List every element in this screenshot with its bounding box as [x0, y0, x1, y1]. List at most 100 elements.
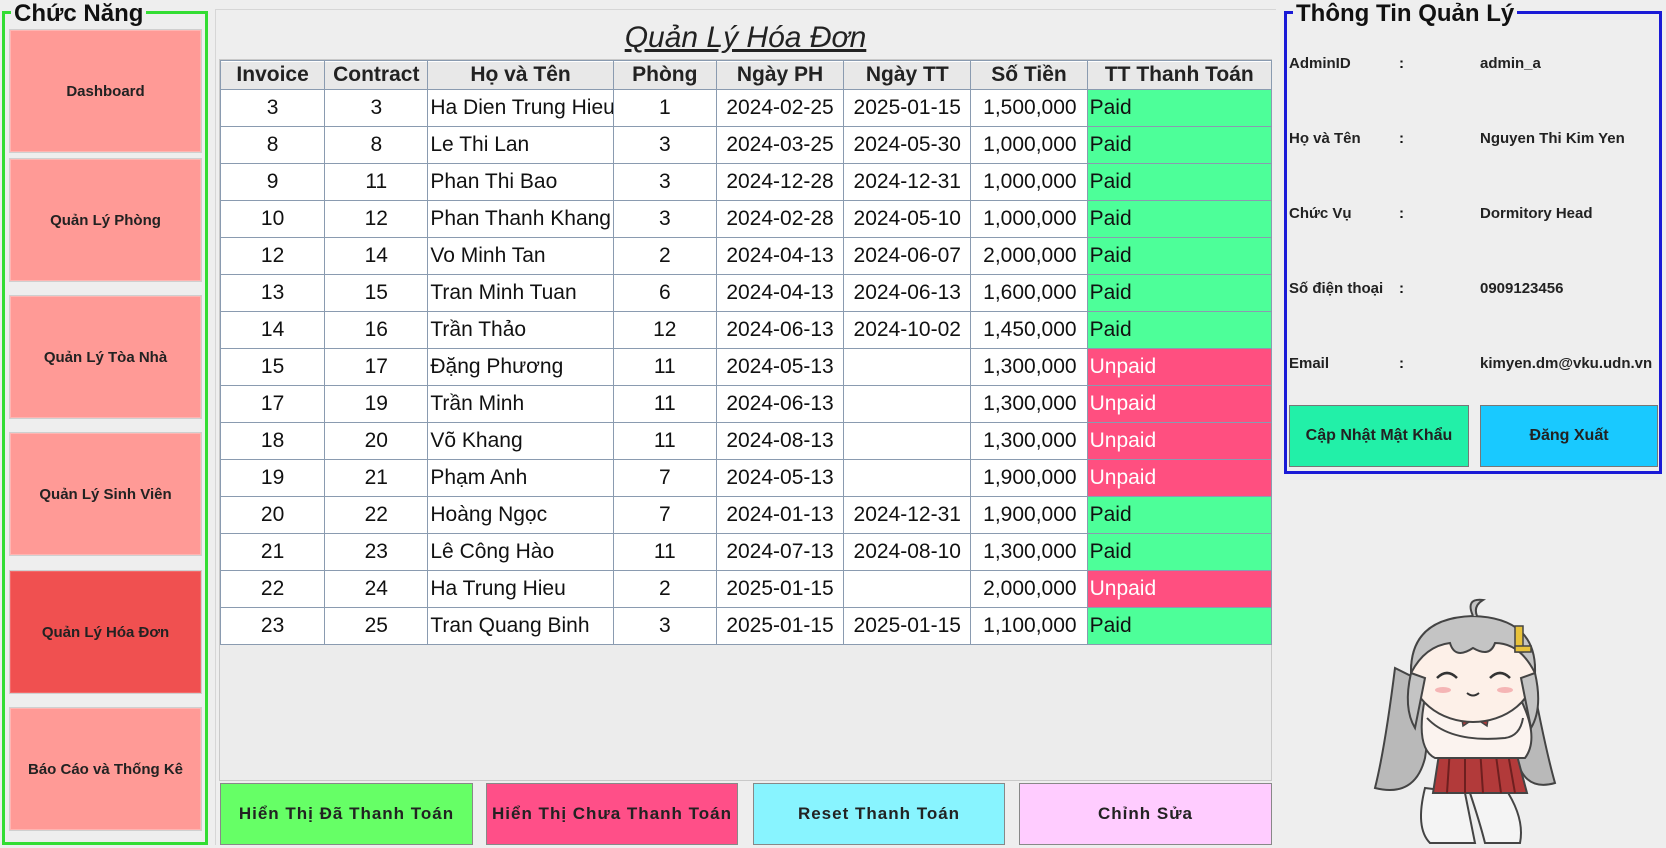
table-row[interactable]: 18 20 Võ Khang 11 2024-08-13 1,300,000 Unpaid: [219, 422, 1273, 460]
room-cell[interactable]: 1: [612, 89, 717, 127]
full-name-cell[interactable]: Phạm Anh: [427, 459, 614, 497]
table-row[interactable]: 13 15 Tran Minh Tuan 6 2024-04-13 2024-06-13 1…: [219, 274, 1273, 312]
payment-status-cell[interactable]: Paid: [1086, 237, 1273, 275]
amount-cell[interactable]: 1,300,000: [970, 533, 1088, 571]
column-header-amount[interactable]: Số Tiền: [970, 60, 1088, 90]
room-cell[interactable]: 11: [612, 348, 717, 386]
amount-cell[interactable]: 1,300,000: [970, 348, 1088, 386]
invoice-cell[interactable]: 3: [219, 89, 326, 127]
full-name-cell[interactable]: Võ Khang: [427, 422, 614, 460]
table-row[interactable]: 9 11 Phan Thi Bao 3 2024-12-28 2024-12-31 1,00…: [219, 163, 1273, 201]
payment-status-cell[interactable]: Unpaid: [1086, 348, 1273, 386]
table-row[interactable]: 23 25 Tran Quang Binh 3 2025-01-15 2025-01-15…: [219, 607, 1273, 645]
invoice-cell[interactable]: 22: [219, 570, 326, 608]
full-name-cell[interactable]: Lê Công Hào: [427, 533, 614, 571]
table-row[interactable]: 3 3 Ha Dien Trung Hieu 1 2024-02-25 2025-01-1…: [219, 89, 1273, 127]
payment-date-cell[interactable]: 2024-12-31: [843, 163, 972, 201]
payment-date-cell[interactable]: 2024-06-07: [843, 237, 972, 275]
room-cell[interactable]: 11: [612, 533, 717, 571]
payment-status-cell[interactable]: Paid: [1086, 274, 1273, 312]
issue-date-cell[interactable]: 2024-06-13: [715, 385, 845, 423]
show-unpaid-button[interactable]: Hiển Thị Chưa Thanh Toán: [486, 783, 738, 845]
payment-status-cell[interactable]: Paid: [1086, 89, 1273, 127]
contract-cell[interactable]: 19: [324, 385, 429, 423]
table-row[interactable]: 17 19 Trần Minh 11 2024-06-13 1,300,000 Unpaid: [219, 385, 1273, 423]
contract-cell[interactable]: 21: [324, 459, 429, 497]
issue-date-cell[interactable]: 2024-01-13: [715, 496, 845, 534]
nav-room-management-button[interactable]: Quản Lý Phòng: [9, 158, 202, 282]
invoice-cell[interactable]: 20: [219, 496, 326, 534]
invoice-cell[interactable]: 10: [219, 200, 326, 238]
payment-status-cell[interactable]: Unpaid: [1086, 385, 1273, 423]
payment-status-cell[interactable]: Paid: [1086, 607, 1273, 645]
reset-payment-button[interactable]: Reset Thanh Toán: [753, 783, 1005, 845]
nav-invoice-management-button[interactable]: Quản Lý Hóa Đơn: [9, 570, 202, 694]
room-cell[interactable]: 2: [612, 570, 717, 608]
contract-cell[interactable]: 3: [324, 89, 429, 127]
invoice-cell[interactable]: 21: [219, 533, 326, 571]
invoice-cell[interactable]: 15: [219, 348, 326, 386]
room-cell[interactable]: 6: [612, 274, 717, 312]
table-row[interactable]: 15 17 Đặng Phương 11 2024-05-13 1,300,000 Unpa…: [219, 348, 1273, 386]
table-row[interactable]: 21 23 Lê Công Hào 11 2024-07-13 2024-08-10 1,3…: [219, 533, 1273, 571]
amount-cell[interactable]: 1,000,000: [970, 163, 1088, 201]
contract-cell[interactable]: 8: [324, 126, 429, 164]
payment-date-cell[interactable]: 2024-08-10: [843, 533, 972, 571]
full-name-cell[interactable]: Vo Minh Tan: [427, 237, 614, 275]
issue-date-cell[interactable]: 2024-03-25: [715, 126, 845, 164]
issue-date-cell[interactable]: 2024-05-13: [715, 459, 845, 497]
room-cell[interactable]: 7: [612, 459, 717, 497]
amount-cell[interactable]: 1,000,000: [970, 200, 1088, 238]
full-name-cell[interactable]: Hoàng Ngọc: [427, 496, 614, 534]
full-name-cell[interactable]: Phan Thi Bao: [427, 163, 614, 201]
issue-date-cell[interactable]: 2025-01-15: [715, 570, 845, 608]
payment-status-cell[interactable]: Unpaid: [1086, 570, 1273, 608]
column-header-full-name[interactable]: Họ và Tên: [427, 60, 614, 90]
table-row[interactable]: 14 16 Trần Thảo 12 2024-06-13 2024-10-02 1,450…: [219, 311, 1273, 349]
edit-button[interactable]: Chỉnh Sửa: [1019, 783, 1272, 845]
table-row[interactable]: 19 21 Phạm Anh 7 2024-05-13 1,900,000 Unpaid: [219, 459, 1273, 497]
payment-date-cell[interactable]: 2025-01-15: [843, 607, 972, 645]
payment-date-cell[interactable]: [843, 570, 972, 608]
payment-status-cell[interactable]: Paid: [1086, 311, 1273, 349]
amount-cell[interactable]: 1,300,000: [970, 385, 1088, 423]
nav-building-management-button[interactable]: Quản Lý Tòa Nhà: [9, 295, 202, 419]
contract-cell[interactable]: 22: [324, 496, 429, 534]
full-name-cell[interactable]: Tran Minh Tuan: [427, 274, 614, 312]
column-header-payment-status[interactable]: TT Thanh Toán: [1086, 60, 1273, 90]
amount-cell[interactable]: 1,600,000: [970, 274, 1088, 312]
payment-date-cell[interactable]: 2024-06-13: [843, 274, 972, 312]
table-row[interactable]: 8 8 Le Thi Lan 3 2024-03-25 2024-05-30 1,000,0…: [219, 126, 1273, 164]
update-password-button[interactable]: Cập Nhật Mật Khẩu: [1289, 405, 1469, 467]
contract-cell[interactable]: 23: [324, 533, 429, 571]
column-header-payment-date[interactable]: Ngày TT: [843, 60, 972, 90]
amount-cell[interactable]: 1,900,000: [970, 459, 1088, 497]
room-cell[interactable]: 3: [612, 126, 717, 164]
amount-cell[interactable]: 1,100,000: [970, 607, 1088, 645]
full-name-cell[interactable]: Đặng Phương: [427, 348, 614, 386]
full-name-cell[interactable]: Ha Trung Hieu: [427, 570, 614, 608]
column-header-issue-date[interactable]: Ngày PH: [715, 60, 845, 90]
payment-status-cell[interactable]: Paid: [1086, 126, 1273, 164]
column-header-contract[interactable]: Contract: [324, 60, 429, 90]
table-row[interactable]: 12 14 Vo Minh Tan 2 2024-04-13 2024-06-07 2,00…: [219, 237, 1273, 275]
amount-cell[interactable]: 1,450,000: [970, 311, 1088, 349]
full-name-cell[interactable]: Le Thi Lan: [427, 126, 614, 164]
invoice-cell[interactable]: 14: [219, 311, 326, 349]
payment-date-cell[interactable]: 2025-01-15: [843, 89, 972, 127]
full-name-cell[interactable]: Trần Thảo: [427, 311, 614, 349]
room-cell[interactable]: 12: [612, 311, 717, 349]
payment-date-cell[interactable]: 2024-12-31: [843, 496, 972, 534]
contract-cell[interactable]: 15: [324, 274, 429, 312]
invoice-cell[interactable]: 17: [219, 385, 326, 423]
issue-date-cell[interactable]: 2024-02-28: [715, 200, 845, 238]
amount-cell[interactable]: 2,000,000: [970, 237, 1088, 275]
payment-status-cell[interactable]: Unpaid: [1086, 422, 1273, 460]
invoice-cell[interactable]: 19: [219, 459, 326, 497]
full-name-cell[interactable]: Phan Thanh Khang: [427, 200, 614, 238]
issue-date-cell[interactable]: 2025-01-15: [715, 607, 845, 645]
payment-date-cell[interactable]: 2024-05-10: [843, 200, 972, 238]
amount-cell[interactable]: 1,300,000: [970, 422, 1088, 460]
contract-cell[interactable]: 12: [324, 200, 429, 238]
issue-date-cell[interactable]: 2024-02-25: [715, 89, 845, 127]
